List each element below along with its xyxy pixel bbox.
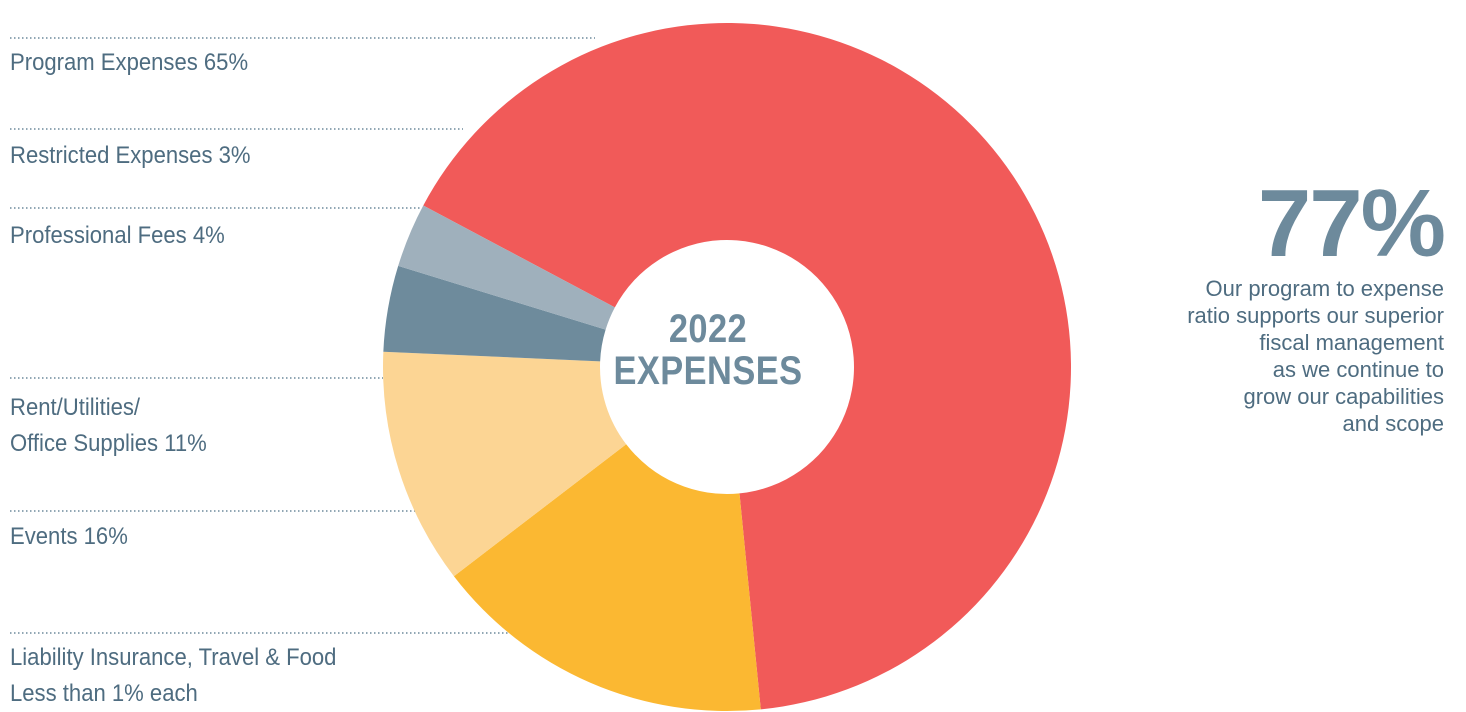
- label-rent-utilities-line1: Rent/Utilities/: [10, 394, 141, 421]
- label-restricted-expenses: Restricted Expenses 3%: [10, 142, 251, 169]
- leader-lines: [10, 37, 595, 634]
- slice-program-expenses: [423, 22, 1071, 710]
- chart-center-label: EXPENSES: [613, 349, 803, 393]
- label-events: Events 16%: [10, 523, 128, 550]
- chart-center-title: 2022 EXPENSES: [601, 308, 814, 392]
- label-professional-fees: Professional Fees 4%: [10, 222, 225, 249]
- slice-professional-fees: [383, 265, 606, 362]
- slice-restricted-expenses: [398, 205, 615, 330]
- program-ratio-description: Our program to expense ratio supports ou…: [1187, 276, 1444, 436]
- label-liability-line2: Less than 1% each: [10, 680, 198, 707]
- chart-center-year: 2022: [668, 307, 748, 351]
- program-ratio-stat: 77%: [1257, 170, 1446, 277]
- label-rent-utilities-line2: Office Supplies 11%: [10, 430, 207, 457]
- slice-events: [453, 444, 761, 711]
- donut-slices: [383, 22, 1071, 711]
- label-program-expenses: Program Expenses 65%: [10, 49, 249, 76]
- slice-rent-utilities-office-supplies: [383, 351, 627, 577]
- label-liability-line1: Liability Insurance, Travel & Food: [10, 644, 337, 671]
